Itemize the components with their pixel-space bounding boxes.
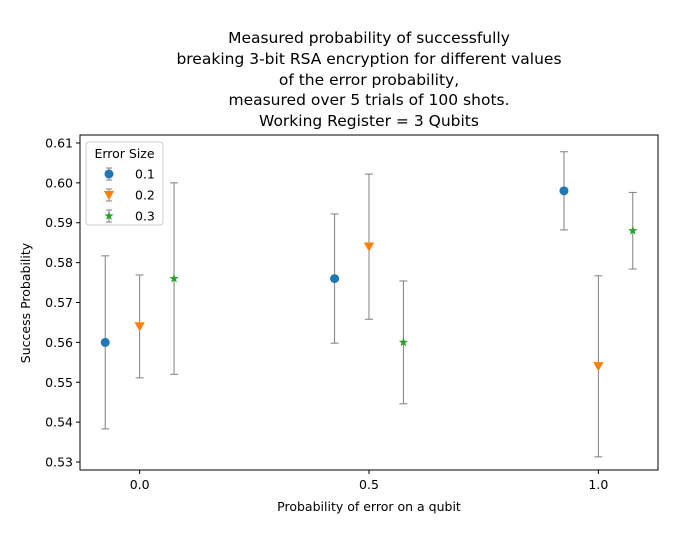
legend: Error Size 0.1 0.2 0.3 — [85, 141, 164, 226]
title-line-4: measured over 5 trials of 100 shots. — [228, 91, 509, 109]
chart-title: Measured probability of successfully bre… — [176, 29, 561, 130]
data-point-series-3 — [398, 337, 408, 347]
legend-title: Error Size — [94, 146, 154, 161]
y-tick-label: 0.54 — [45, 415, 73, 430]
title-line-5: Working Register = 3 Qubits — [259, 112, 479, 130]
marker-layer — [100, 186, 638, 372]
legend-entries: 0.1 0.2 0.3 — [103, 167, 155, 224]
x-axis-label: Probability of error on a qubit — [277, 499, 461, 514]
legend-marker-3 — [104, 211, 114, 220]
title-line-2: breaking 3-bit RSA encryption for differ… — [176, 50, 561, 68]
legend-label: 0.2 — [135, 188, 155, 203]
y-tick-label: 0.55 — [45, 375, 73, 390]
data-point-series-2 — [363, 242, 375, 252]
legend-label: 0.3 — [135, 209, 155, 224]
y-tick-label: 0.61 — [45, 135, 73, 150]
data-point-series-2 — [593, 362, 604, 372]
legend-label: 0.1 — [135, 167, 155, 182]
y-axis-ticks: 0.53 0.54 0.55 0.56 0.57 0.58 0.59 0.60 0.61 — [45, 135, 80, 470]
x-tick-label: 0.5 — [359, 477, 379, 492]
errorbar-layer — [101, 151, 637, 458]
data-point-series-3 — [169, 273, 179, 283]
y-axis-label: Success Probability — [18, 242, 33, 363]
legend-marker-1 — [104, 169, 114, 179]
y-tick-label: 0.60 — [45, 175, 73, 190]
x-tick-label: 0.0 — [130, 477, 150, 492]
y-tick-label: 0.57 — [45, 295, 73, 310]
title-line-1: Measured probability of successfully — [228, 29, 510, 47]
data-point-series-1 — [559, 186, 569, 196]
data-point-series-1 — [330, 274, 340, 284]
data-point-series-2 — [134, 322, 145, 332]
y-tick-label: 0.58 — [45, 255, 73, 270]
title-line-3: of the error probability, — [279, 71, 459, 89]
x-axis-ticks: 0.0 0.5 1.0 — [130, 470, 608, 492]
y-tick-label: 0.53 — [45, 455, 73, 470]
data-point-series-3 — [628, 225, 638, 235]
legend-box — [85, 141, 164, 226]
x-tick-label: 1.0 — [588, 477, 608, 492]
legend-marker-2 — [103, 190, 115, 200]
y-tick-label: 0.59 — [45, 215, 73, 230]
y-tick-label: 0.56 — [45, 335, 73, 350]
data-point-series-1 — [100, 337, 110, 347]
